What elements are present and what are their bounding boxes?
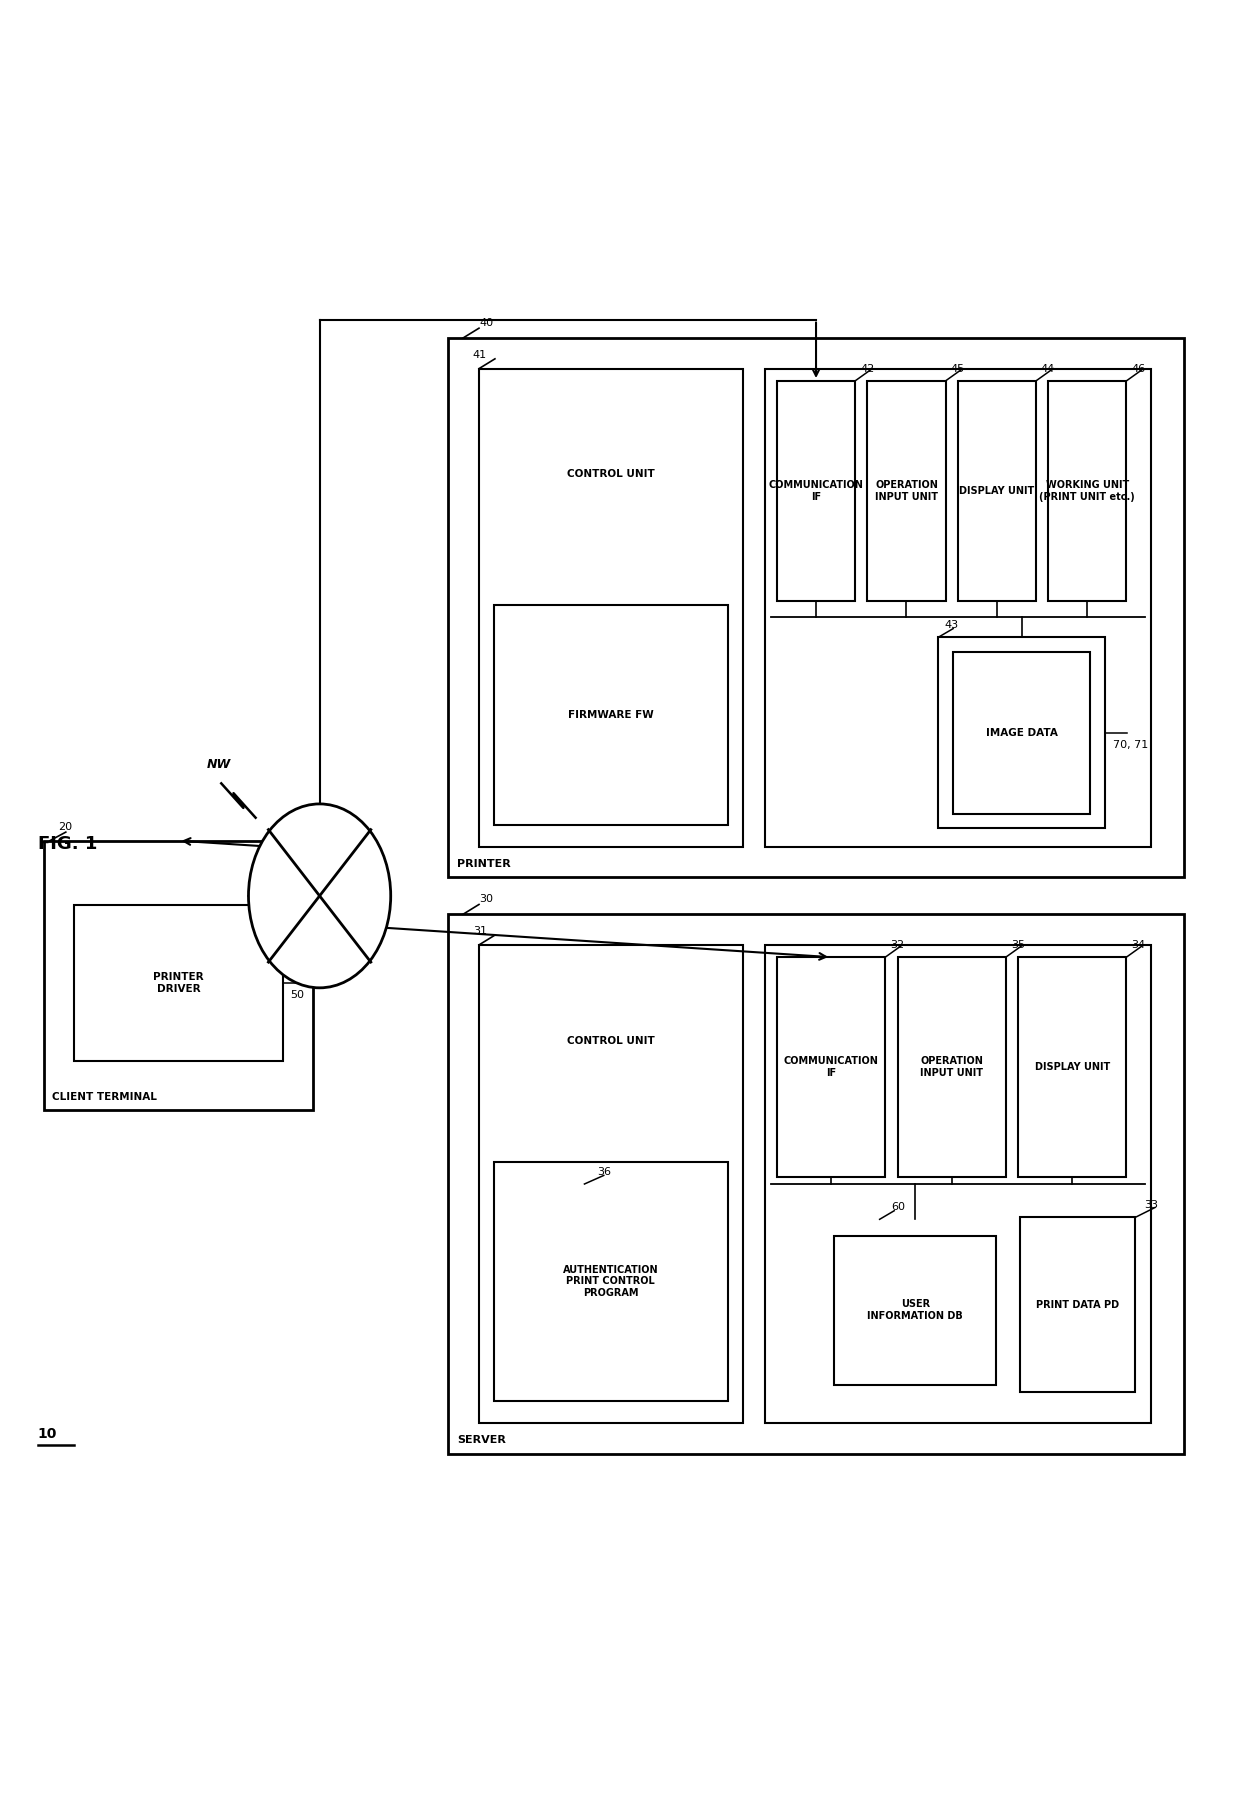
Text: 60: 60: [892, 1201, 905, 1212]
Text: PRINTER: PRINTER: [456, 859, 511, 870]
Bar: [777, 381, 856, 601]
Text: PRINTER
DRIVER: PRINTER DRIVER: [154, 972, 203, 994]
Text: 42: 42: [861, 364, 874, 373]
Bar: [867, 381, 946, 601]
Text: 41: 41: [472, 350, 487, 361]
Text: 31: 31: [472, 925, 487, 936]
Bar: [1019, 1218, 1136, 1393]
Bar: [449, 337, 1184, 877]
Text: 50: 50: [290, 990, 304, 1001]
Bar: [1018, 958, 1126, 1178]
Text: PRINT DATA PD: PRINT DATA PD: [1035, 1301, 1118, 1310]
Text: 35: 35: [1011, 940, 1024, 951]
Text: 34: 34: [1131, 940, 1146, 951]
Bar: [898, 958, 1006, 1178]
Text: COMMUNICATION
IF: COMMUNICATION IF: [784, 1057, 878, 1079]
Text: OPERATION
INPUT UNIT: OPERATION INPUT UNIT: [875, 480, 937, 502]
Text: 33: 33: [1145, 1200, 1158, 1210]
Bar: [43, 841, 314, 1111]
Bar: [957, 381, 1035, 601]
Text: 45: 45: [950, 364, 965, 373]
Bar: [954, 651, 1090, 814]
Text: 40: 40: [479, 318, 494, 328]
Text: AUTHENTICATION
PRINT CONTROL
PROGRAM: AUTHENTICATION PRINT CONTROL PROGRAM: [563, 1265, 658, 1299]
Bar: [494, 1162, 728, 1402]
Text: COMMUNICATION
IF: COMMUNICATION IF: [769, 480, 863, 502]
Bar: [494, 604, 728, 824]
Text: DISPLAY UNIT: DISPLAY UNIT: [1034, 1063, 1110, 1072]
Text: 70, 71: 70, 71: [1114, 740, 1148, 750]
Bar: [479, 368, 743, 846]
Text: CLIENT TERMINAL: CLIENT TERMINAL: [52, 1091, 157, 1102]
Text: SERVER: SERVER: [456, 1436, 506, 1445]
Text: 20: 20: [58, 823, 73, 832]
Bar: [74, 906, 283, 1061]
Bar: [765, 945, 1151, 1423]
Bar: [1048, 381, 1126, 601]
Ellipse shape: [248, 805, 391, 989]
Bar: [765, 368, 1151, 846]
Text: NW: NW: [207, 758, 231, 770]
Text: 46: 46: [1131, 364, 1146, 373]
Text: IMAGE DATA: IMAGE DATA: [986, 727, 1058, 738]
Text: 10: 10: [37, 1427, 57, 1441]
Text: 44: 44: [1040, 364, 1055, 373]
Text: 43: 43: [945, 621, 959, 630]
Text: FIRMWARE FW: FIRMWARE FW: [568, 709, 653, 720]
Bar: [449, 915, 1184, 1454]
Text: FIG. 1: FIG. 1: [37, 835, 97, 853]
Text: OPERATION
INPUT UNIT: OPERATION INPUT UNIT: [920, 1057, 983, 1079]
Text: DISPLAY UNIT: DISPLAY UNIT: [960, 485, 1034, 496]
Bar: [939, 637, 1105, 828]
Text: 30: 30: [479, 895, 494, 904]
Text: CONTROL UNIT: CONTROL UNIT: [567, 1035, 655, 1046]
Text: 32: 32: [890, 940, 904, 951]
Text: 36: 36: [598, 1167, 611, 1176]
Text: USER
INFORMATION DB: USER INFORMATION DB: [868, 1299, 963, 1321]
Text: CONTROL UNIT: CONTROL UNIT: [567, 469, 655, 478]
Bar: [835, 1236, 997, 1385]
Bar: [777, 958, 885, 1178]
Bar: [479, 945, 743, 1423]
Text: WORKING UNIT
(PRINT UNIT etc.): WORKING UNIT (PRINT UNIT etc.): [1039, 480, 1135, 502]
